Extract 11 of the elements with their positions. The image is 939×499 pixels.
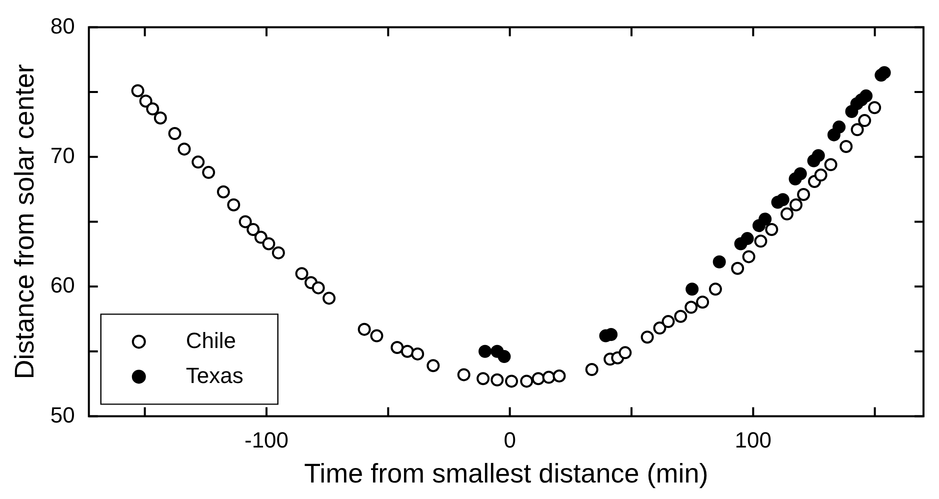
x-axis-title: Time from smallest distance (min) <box>304 458 708 488</box>
y-tick-label: 80 <box>50 13 75 38</box>
y-tick-label: 60 <box>50 272 75 298</box>
legend-label: Chile <box>186 328 236 353</box>
x-tick-label: -100 <box>244 427 289 452</box>
y-tick-label: 70 <box>50 142 75 168</box>
legend-label: Texas <box>186 362 244 388</box>
y-tick-label: 50 <box>50 402 75 428</box>
y-axis-title: Distance from solar center <box>10 64 40 380</box>
x-tick-label: 100 <box>734 427 772 452</box>
x-tick-label: 0 <box>504 427 516 452</box>
